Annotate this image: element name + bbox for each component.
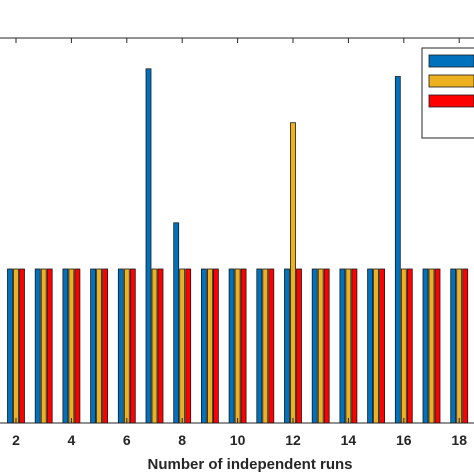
bar-run-15-series-3 (379, 268, 386, 424)
bar-run-4-series-1 (62, 268, 69, 424)
x-tick-label-10: 10 (230, 432, 246, 448)
bar-run-17-series-3 (434, 268, 441, 424)
bar-run-16-series-1 (394, 76, 401, 424)
bar-run-2-series-3 (19, 268, 25, 424)
bar-run-3-series-1 (34, 268, 41, 424)
x-tick-label-2: 2 (12, 432, 20, 448)
bar-run-9-series-2 (206, 268, 213, 424)
x-ticks-group: 2 4 6 8 10 12 14 16 18 (12, 38, 467, 448)
bar-run-5-series-1 (90, 268, 96, 424)
bar-run-13-series-2 (317, 268, 324, 424)
x-axis-title: Number of independent runs (147, 456, 352, 473)
bar-run-7-series-1 (145, 68, 152, 424)
legend-swatch-series-1 (428, 54, 474, 68)
bar-run-13-series-1 (311, 268, 318, 424)
bar-run-9-series-1 (200, 268, 207, 424)
bar-run-14-series-2 (345, 268, 352, 424)
bar-run-10-series-3 (240, 268, 247, 424)
bar-run-4-series-2 (68, 268, 75, 424)
bar-run-10-series-2 (234, 268, 241, 424)
bar-run-12-series-2 (290, 122, 296, 424)
x-tick-label-16: 16 (396, 432, 412, 448)
bars-group (7, 68, 469, 424)
bar-run-17-series-2 (428, 268, 435, 424)
bar-run-4-series-3 (74, 268, 81, 424)
bar-run-5-series-2 (96, 268, 102, 424)
bar-run-6-series-3 (129, 268, 136, 424)
bar-run-13-series-3 (323, 268, 330, 424)
legend (421, 47, 474, 139)
bar-run-8-series-2 (179, 268, 186, 424)
bar-run-18-series-1 (450, 268, 457, 424)
bar-run-8-series-1 (173, 222, 180, 424)
bar-run-9-series-3 (212, 268, 219, 424)
bar-run-7-series-3 (157, 268, 164, 424)
bar-run-11-series-1 (256, 268, 263, 424)
bar-run-16-series-2 (400, 268, 407, 424)
bar-run-18-series-2 (456, 268, 463, 424)
bar-run-7-series-2 (151, 268, 158, 424)
bar-run-6-series-1 (117, 268, 124, 424)
legend-swatch-series-2 (428, 74, 474, 88)
x-tick-label-8: 8 (178, 432, 186, 448)
bar-run-10-series-1 (228, 268, 235, 424)
bar-run-2-series-2 (13, 268, 19, 424)
bar-run-17-series-1 (422, 268, 429, 424)
bar-run-3-series-2 (40, 268, 47, 424)
x-tick-label-14: 14 (341, 432, 357, 448)
bar-run-18-series-3 (462, 268, 469, 424)
bar-run-3-series-3 (46, 268, 53, 424)
x-tick-label-12: 12 (285, 432, 301, 448)
bar-run-11-series-2 (262, 268, 269, 424)
x-tick-label-4: 4 (68, 432, 76, 448)
bar-run-16-series-3 (406, 268, 413, 424)
bar-run-11-series-3 (268, 268, 275, 424)
bar-run-2-series-1 (7, 268, 13, 424)
bar-run-14-series-1 (339, 268, 346, 424)
bar-run-12-series-1 (284, 268, 290, 424)
bar-run-15-series-1 (367, 268, 374, 424)
bar-run-5-series-3 (102, 268, 108, 424)
bar-run-6-series-2 (123, 268, 130, 424)
x-tick-label-18: 18 (451, 432, 467, 448)
x-tick-label-6: 6 (123, 432, 131, 448)
bar-run-12-series-3 (296, 268, 302, 424)
bar-run-14-series-3 (351, 268, 358, 424)
bar-run-15-series-2 (373, 268, 380, 424)
legend-swatch-series-3 (428, 94, 474, 108)
bar-run-8-series-3 (185, 268, 192, 424)
